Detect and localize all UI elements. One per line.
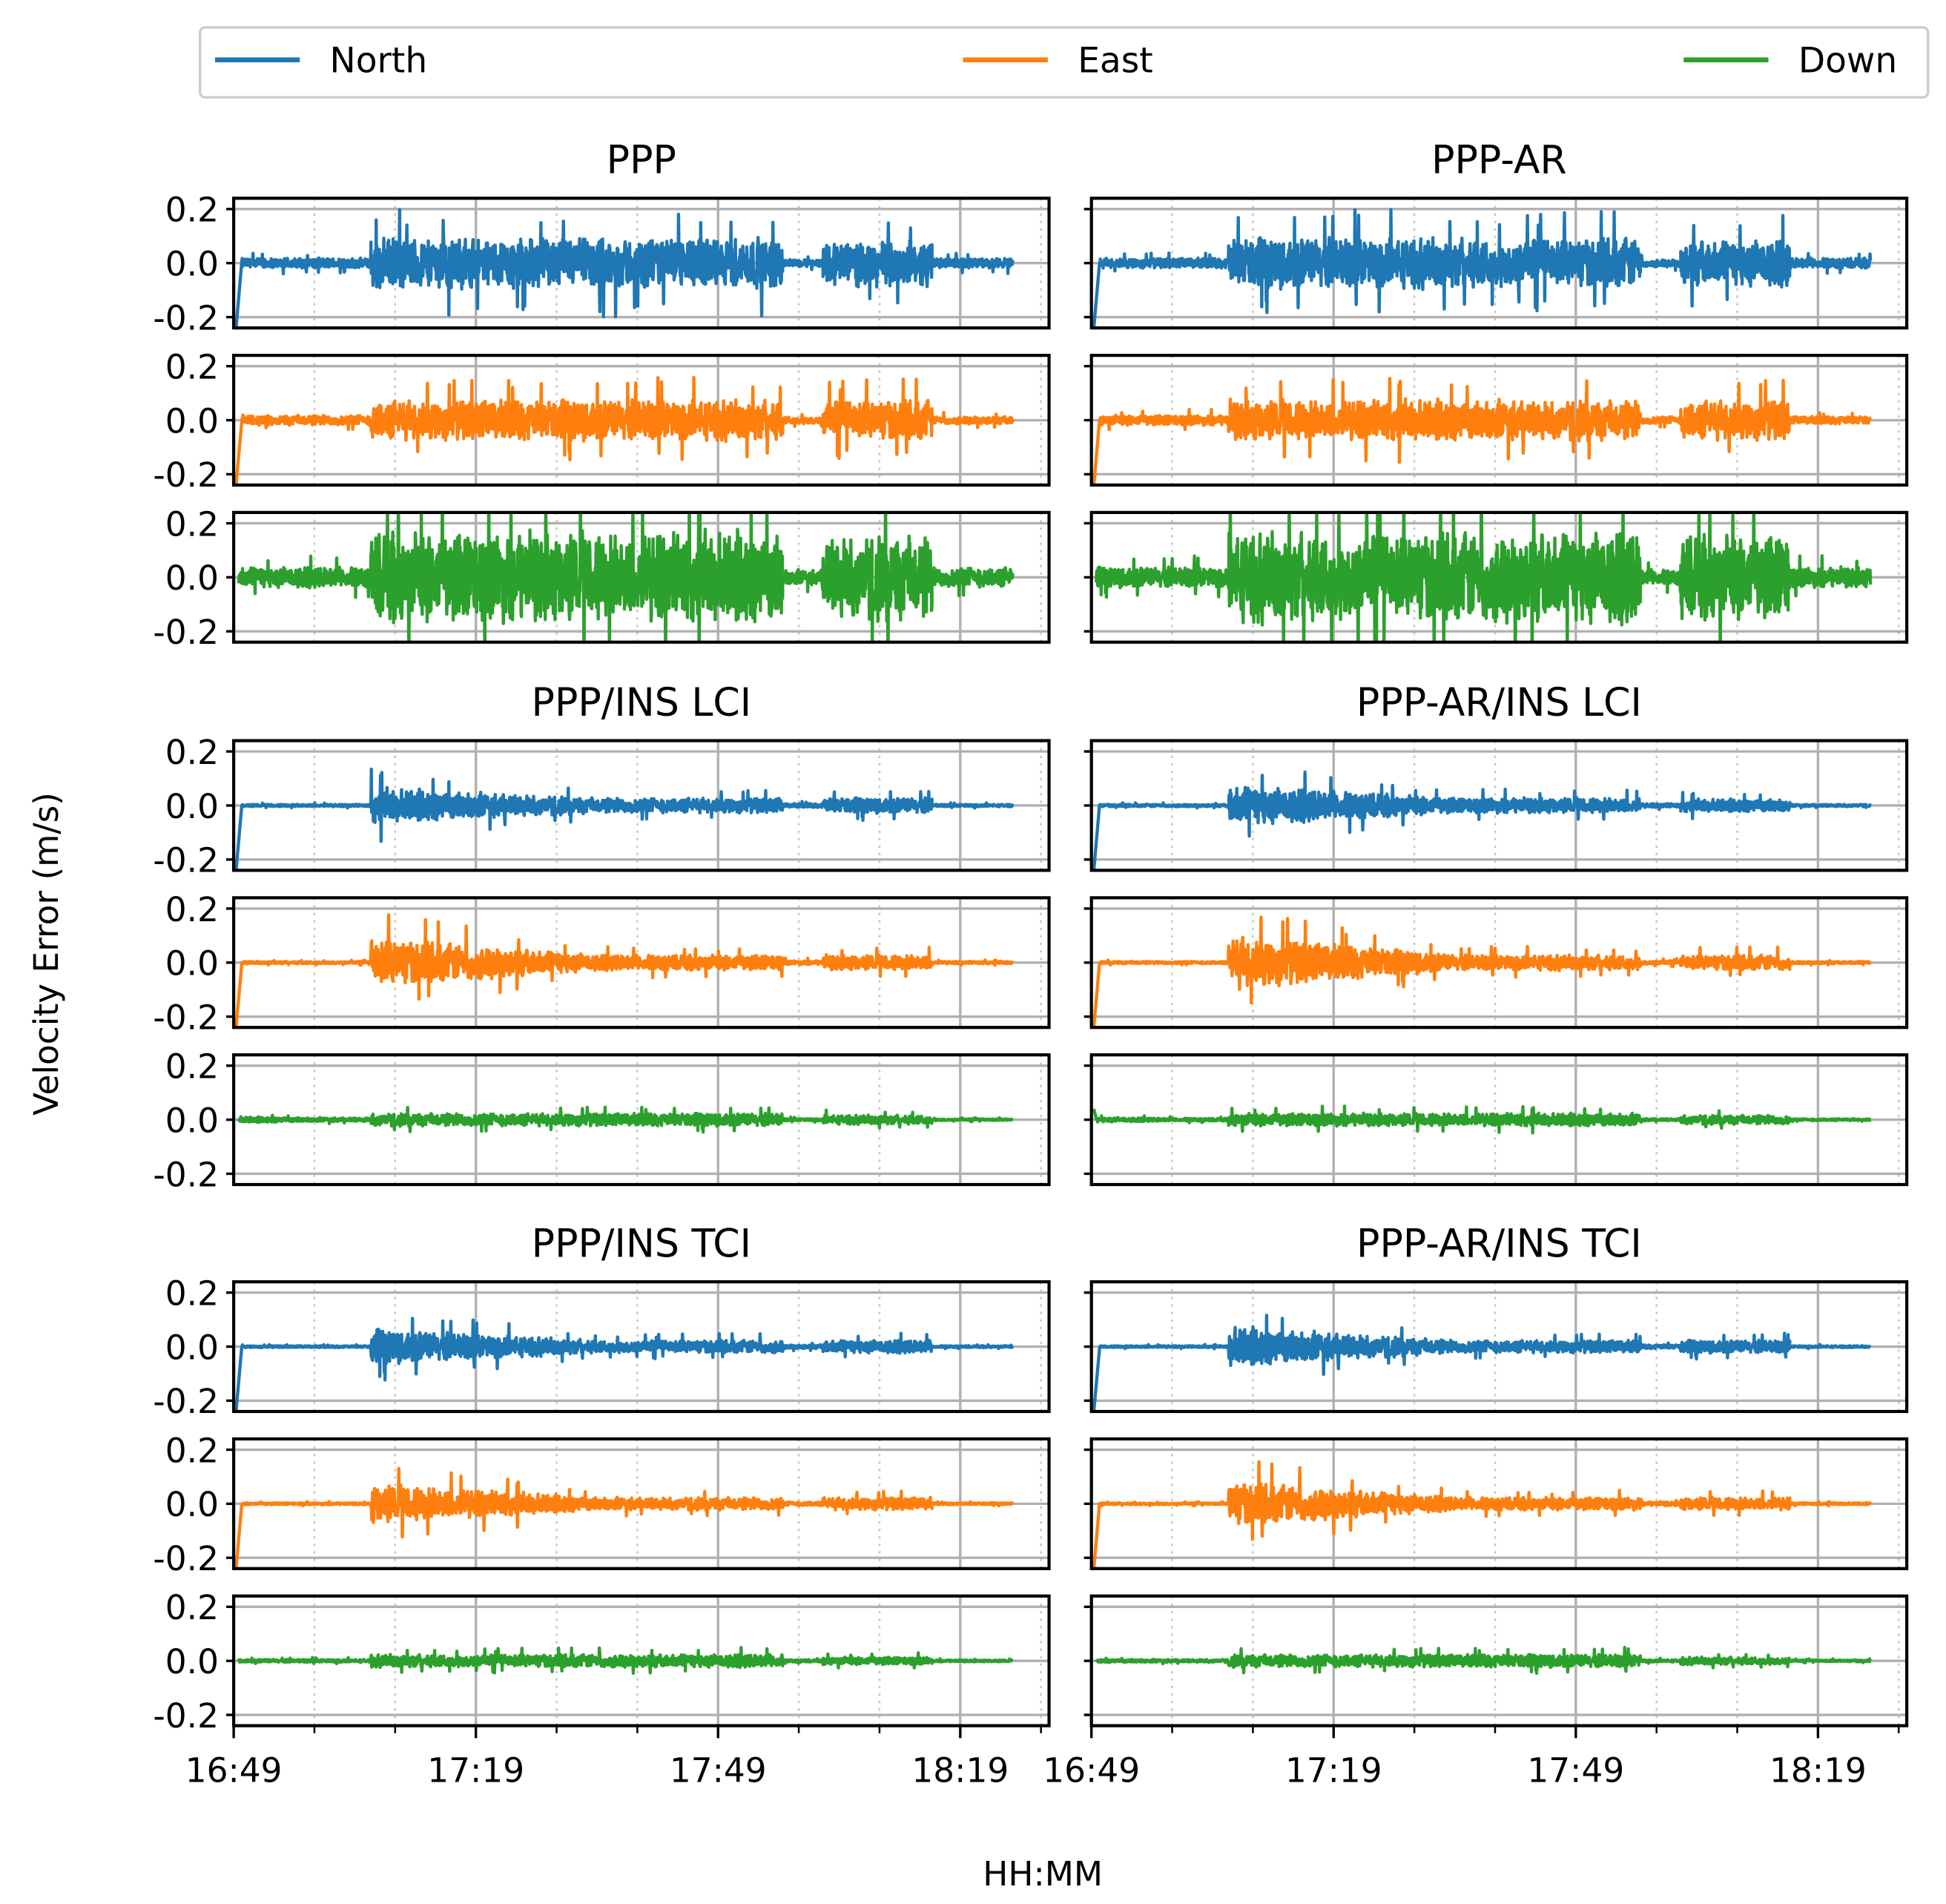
y-tick-label: 0.0	[165, 1485, 219, 1524]
legend-box	[199, 26, 1930, 99]
series-line-north	[1092, 208, 1873, 329]
panel-title: PPP/INS LCI	[532, 681, 752, 725]
series-line-down	[1092, 1104, 1872, 1135]
y-tick-label: -0.2	[153, 1382, 219, 1421]
series-line-down	[237, 1105, 1015, 1134]
y-tick-label: 0.0	[165, 787, 219, 826]
y-tick-label: -0.2	[153, 1155, 219, 1194]
panel-title: PPP	[607, 139, 676, 183]
panel-title: PPP-AR/INS TCI	[1356, 1222, 1642, 1267]
y-tick-label: -0.2	[153, 298, 219, 337]
subplot-ppp-north: 0.2 0.0 -0.2	[153, 191, 1051, 337]
y-tick-label: 0.2	[165, 191, 219, 230]
legend-label-east: East	[1078, 41, 1153, 82]
series-line-down	[1095, 1646, 1872, 1676]
subplot-ppp-ar-east	[1084, 354, 1909, 487]
x-tick-label: 17:49	[1527, 1750, 1624, 1790]
y-axis-label: Velocity Error (m/s)	[27, 792, 66, 1116]
subplot-ppp-down: 0.2 0.0 -0.2	[153, 504, 1051, 652]
y-tick-label: 0.0	[165, 401, 219, 441]
series-line-east	[234, 1466, 1015, 1569]
x-tick-label: 18:19	[1769, 1750, 1867, 1790]
subplot-ppp-ins-lci-east: 0.2 0.0 -0.2	[153, 890, 1051, 1037]
subplot-ppp-ar-ins-lci-down	[1084, 1053, 1909, 1187]
series-line-north	[1092, 770, 1872, 871]
subplot-ppp-ar-ins-lci-north	[1084, 739, 1909, 872]
y-tick-label: 0.2	[165, 890, 219, 929]
subplot-ppp-east: 0.2 0.0 -0.2	[153, 347, 1051, 495]
x-tick-label: 17:49	[670, 1750, 767, 1790]
y-tick-label: -0.2	[153, 613, 219, 652]
panel-title: PPP-AR	[1431, 139, 1567, 183]
series-line-east	[234, 375, 1015, 485]
y-tick-label: 0.2	[165, 733, 219, 772]
y-tick-label: 0.0	[165, 245, 219, 284]
y-tick-label: -0.2	[153, 1539, 219, 1578]
series-line-east	[1092, 915, 1873, 1028]
subplot-ppp-ar-ins-lci-east	[1084, 896, 1909, 1030]
subplot-ppp-ar-ins-tci-down: 16:49 17:19 17:49 18:19	[1043, 1594, 1909, 1790]
y-tick-label: 0.2	[165, 1047, 219, 1087]
series-line-north	[1092, 1314, 1872, 1411]
subplot-ppp-ar-north	[1084, 197, 1909, 330]
y-tick-label: -0.2	[153, 998, 219, 1037]
y-tick-label: 0.0	[165, 559, 219, 598]
series-line-down	[1095, 512, 1873, 642]
y-tick-label: 0.2	[165, 1431, 219, 1470]
x-axis-label: HH:MM	[983, 1854, 1103, 1894]
y-tick-label: 0.2	[165, 1588, 219, 1627]
x-tick-label: 18:19	[911, 1750, 1009, 1790]
subplot-ppp-ins-lci-down: 0.2 0.0 -0.2	[153, 1047, 1051, 1194]
subplot-ppp-ar-down	[1084, 510, 1909, 644]
y-tick-label: 0.2	[165, 347, 219, 386]
y-tick-label: 0.0	[165, 1101, 219, 1140]
subplot-ppp-ins-lci-north: 0.2 0.0 -0.2	[153, 733, 1051, 880]
legend: North East Down	[199, 26, 1930, 99]
y-tick-label: 0.2	[165, 1274, 219, 1314]
y-tick-label: 0.0	[165, 1328, 219, 1367]
series-line-east	[1092, 1460, 1873, 1569]
y-tick-label: 0.2	[165, 504, 219, 544]
x-tick-label: 17:19	[427, 1750, 524, 1790]
subplot-ppp-ins-tci-down: 0.2 0.0 -0.2 16:49 17:19 17:49 18:19	[153, 1588, 1051, 1790]
series-line-east	[234, 913, 1015, 1028]
legend-label-north: North	[330, 41, 428, 82]
x-tick-label: 16:49	[1043, 1750, 1140, 1790]
y-tick-label: 0.0	[165, 1642, 219, 1681]
subplot-ppp-ar-ins-tci-east	[1084, 1437, 1909, 1570]
legend-label-down: Down	[1798, 41, 1897, 82]
y-tick-label: 0.0	[165, 944, 219, 984]
series-line-east	[1092, 377, 1872, 485]
x-tick-label: 17:19	[1285, 1750, 1382, 1790]
panel-title: PPP/INS TCI	[532, 1222, 751, 1267]
subplot-ppp-ins-tci-east: 0.2 0.0 -0.2	[153, 1431, 1051, 1578]
y-tick-label: -0.2	[153, 1696, 219, 1736]
series-line-down	[237, 512, 1015, 642]
series-line-north	[234, 1317, 1015, 1411]
y-tick-label: -0.2	[153, 841, 219, 880]
panel-title: PPP-AR/INS LCI	[1356, 681, 1642, 725]
subplot-ppp-ins-tci-north: 0.2 0.0 -0.2	[153, 1274, 1051, 1421]
y-tick-label: -0.2	[153, 455, 219, 495]
x-tick-label: 16:49	[185, 1750, 283, 1790]
series-line-north	[234, 767, 1015, 871]
subplot-ppp-ar-ins-tci-north	[1084, 1280, 1909, 1414]
series-line-down	[237, 1646, 1015, 1676]
series-line-north	[234, 208, 1015, 329]
